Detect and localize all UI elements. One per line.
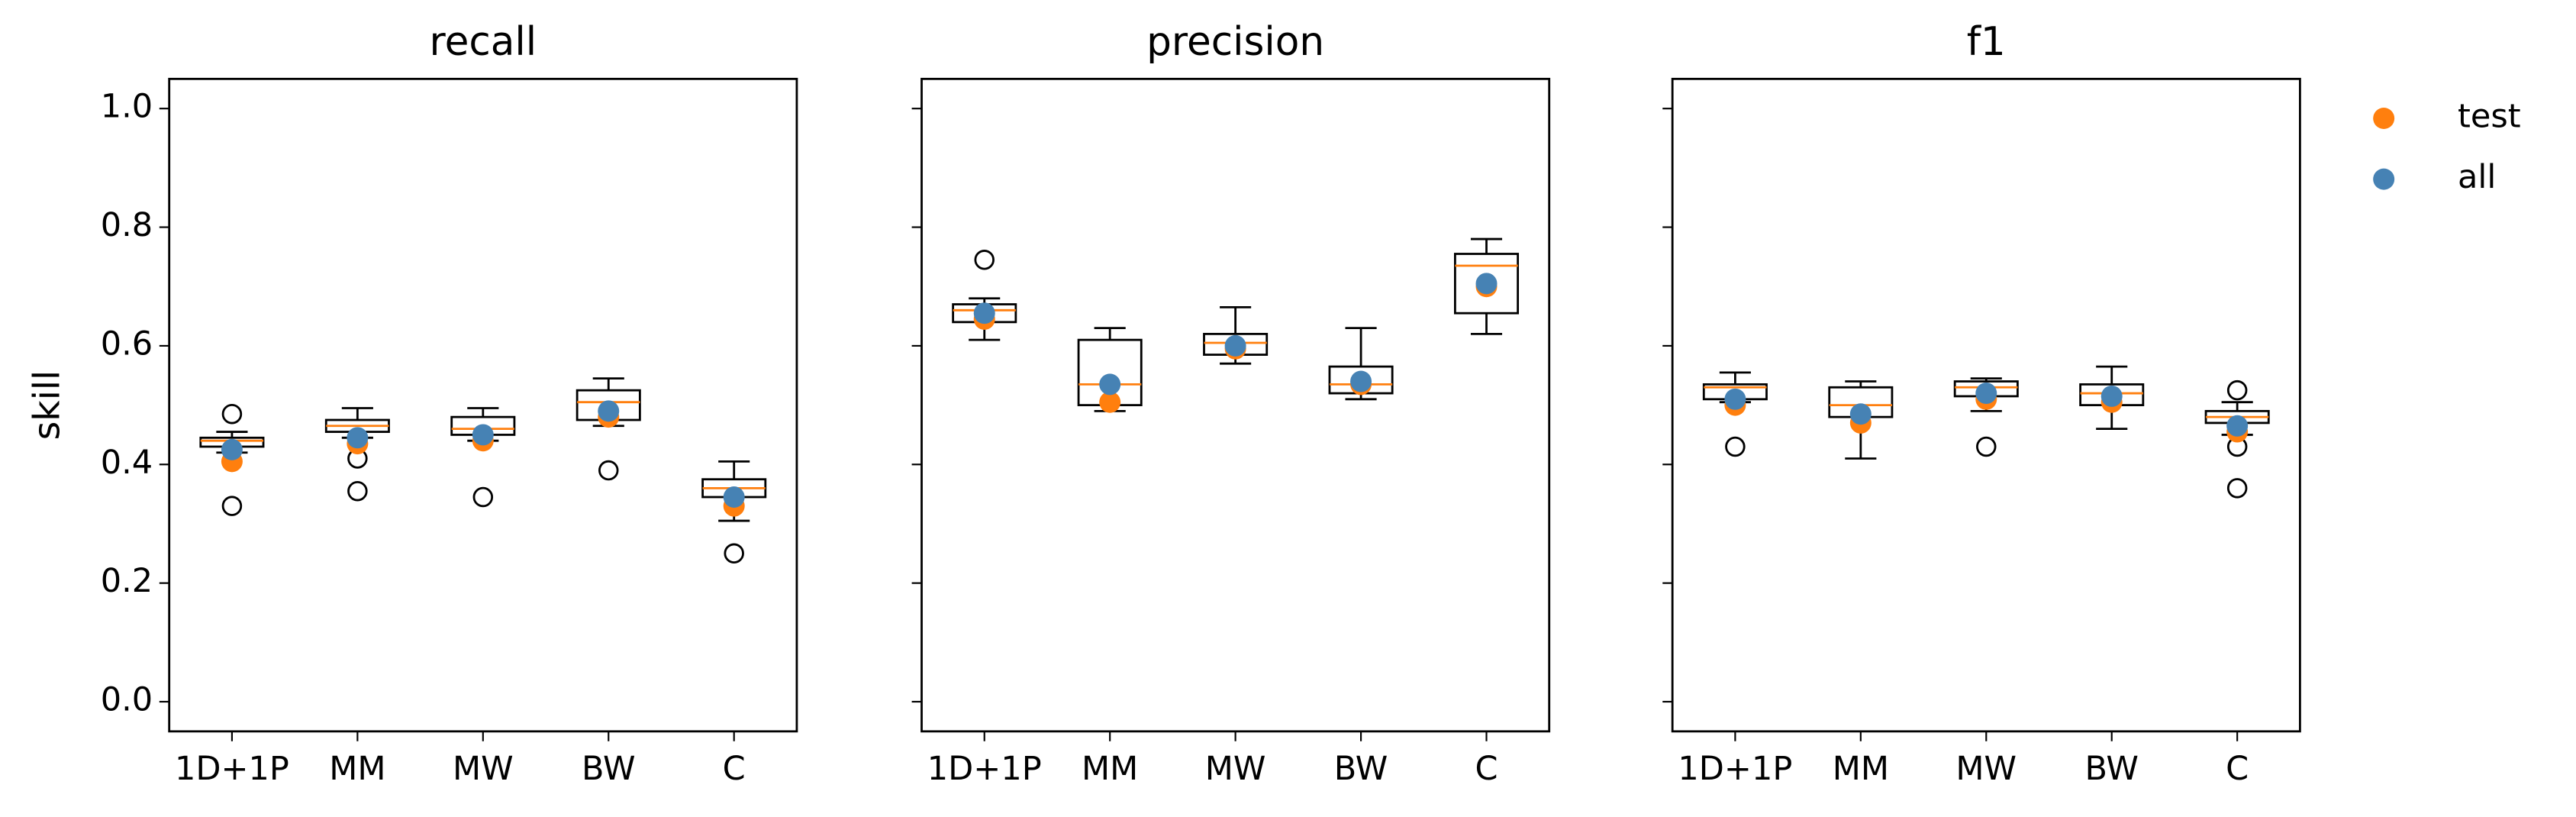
- y-axis-label: skill: [27, 370, 69, 441]
- legend-label: all: [2458, 158, 2496, 196]
- point: [598, 400, 620, 422]
- legend-label: test: [2458, 97, 2521, 135]
- x-tick-label: MW: [1955, 750, 2017, 788]
- point: [221, 438, 243, 460]
- x-tick-label: 1D+1P: [175, 750, 289, 788]
- outlier: [724, 543, 744, 564]
- y-tick-label: 0.6: [101, 325, 153, 363]
- point: [1475, 273, 1498, 295]
- y-tick-label: 0.2: [101, 562, 153, 600]
- point: [2100, 385, 2123, 407]
- point: [472, 424, 494, 446]
- point: [1099, 373, 1121, 396]
- box: [1454, 253, 1520, 315]
- outlier: [347, 480, 368, 502]
- axes-frame: [1671, 77, 2301, 733]
- x-tick-label: MM: [1833, 750, 1889, 788]
- x-tick-label: C: [1475, 750, 1498, 788]
- outlier: [472, 486, 494, 508]
- y-tick-label: 1.0: [101, 88, 153, 126]
- y-tick-label: 0.8: [101, 206, 153, 244]
- x-tick-label: MW: [1205, 750, 1266, 788]
- chart-title: recall: [430, 19, 537, 65]
- x-tick-label: C: [723, 750, 746, 788]
- point: [1724, 388, 1746, 410]
- point: [1224, 334, 1246, 357]
- outlier: [1976, 436, 1997, 457]
- axes-frame: [920, 77, 1551, 733]
- outlier: [1725, 436, 1746, 457]
- legend-marker: [2373, 107, 2395, 129]
- x-tick-label: BW: [2084, 750, 2139, 788]
- chart-title: f1: [1967, 19, 2006, 65]
- point: [1350, 370, 1372, 392]
- chart-title: precision: [1146, 19, 1324, 65]
- outlier: [598, 460, 619, 481]
- x-tick-label: 1D+1P: [1678, 750, 1792, 788]
- point: [1099, 391, 1121, 413]
- y-tick-label: 0.0: [101, 681, 153, 719]
- point: [1975, 383, 1997, 405]
- outlier: [221, 496, 243, 516]
- outlier: [221, 404, 243, 425]
- outlier: [974, 250, 995, 270]
- x-tick-label: C: [2226, 750, 2249, 788]
- y-tick-label: 0.4: [101, 444, 153, 482]
- x-tick-label: 1D+1P: [927, 750, 1042, 788]
- point: [1849, 403, 1872, 425]
- x-tick-label: MW: [453, 750, 514, 788]
- point: [2226, 415, 2249, 437]
- point: [973, 302, 995, 325]
- point: [347, 427, 369, 449]
- outlier: [2226, 478, 2248, 499]
- x-tick-label: BW: [1334, 750, 1388, 788]
- x-tick-label: MM: [1082, 750, 1138, 788]
- outlier: [2226, 379, 2248, 401]
- x-tick-label: BW: [582, 750, 636, 788]
- legend-marker: [2373, 168, 2395, 190]
- point: [723, 486, 745, 508]
- axes-frame: [168, 77, 798, 733]
- x-tick-label: MM: [329, 750, 385, 788]
